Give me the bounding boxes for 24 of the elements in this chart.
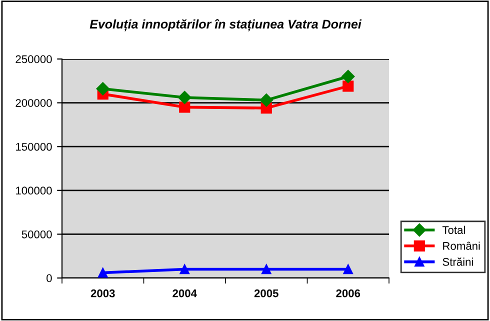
y-tick-label: 200000	[16, 99, 52, 107]
point	[342, 70, 355, 84]
x-tick-label: 2003	[90, 289, 115, 298]
point	[178, 90, 192, 104]
legend-label: Străini	[442, 258, 473, 266]
y-tick-label: 50000	[22, 230, 52, 238]
y-tick-label: 100000	[16, 186, 52, 195]
y-tick-label: 0	[46, 274, 52, 282]
point	[343, 264, 353, 274]
point	[180, 264, 190, 274]
point	[179, 102, 190, 113]
legend-label: Total	[442, 226, 465, 234]
point	[98, 268, 108, 278]
legend-label: Români	[443, 242, 480, 250]
point	[96, 82, 110, 96]
point	[342, 80, 354, 92]
point	[262, 264, 272, 274]
y-tick-label: 150000	[16, 142, 52, 151]
y-tick-label: 250000	[16, 55, 52, 64]
chart-title: Evoluția innoptărilor în stațiunea Vatra Dornei	[90, 19, 362, 32]
x-tick-label: 2004	[172, 289, 197, 298]
x-tick-label: 2006	[336, 289, 360, 298]
x-tick-label: 2005	[254, 289, 278, 298]
point	[260, 94, 273, 107]
